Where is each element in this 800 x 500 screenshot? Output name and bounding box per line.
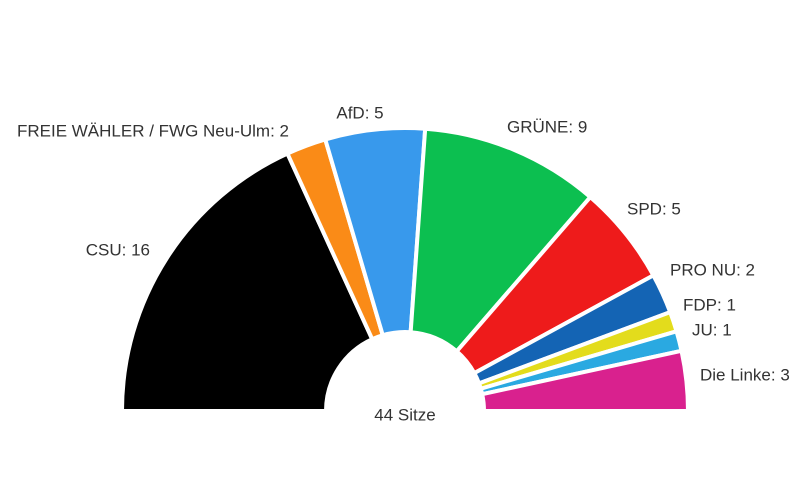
slice-label-pro-nu: PRO NU: 2 [670, 261, 755, 280]
slice-label-die-linke: Die Linke: 3 [700, 366, 790, 385]
slice-label-spd: SPD: 5 [627, 200, 681, 219]
slice-label-afd: AfD: 5 [336, 104, 383, 123]
slice-csu[interactable] [120, 151, 375, 413]
slice-label-freie-waehler-fwg-neu-ulm: FREIE WÄHLER / FWG Neu-Ulm: 2 [17, 122, 289, 141]
slice-label-fdp: FDP: 1 [683, 296, 736, 315]
slice-label-csu: CSU: 16 [86, 241, 150, 260]
slice-label-ju: JU: 1 [692, 321, 732, 340]
total-seats-label: 44 Sitze [374, 406, 435, 425]
slice-label-gruene: GRÜNE: 9 [507, 118, 587, 137]
slice-die-linke[interactable] [480, 348, 690, 413]
slice-gruene[interactable] [408, 126, 593, 354]
